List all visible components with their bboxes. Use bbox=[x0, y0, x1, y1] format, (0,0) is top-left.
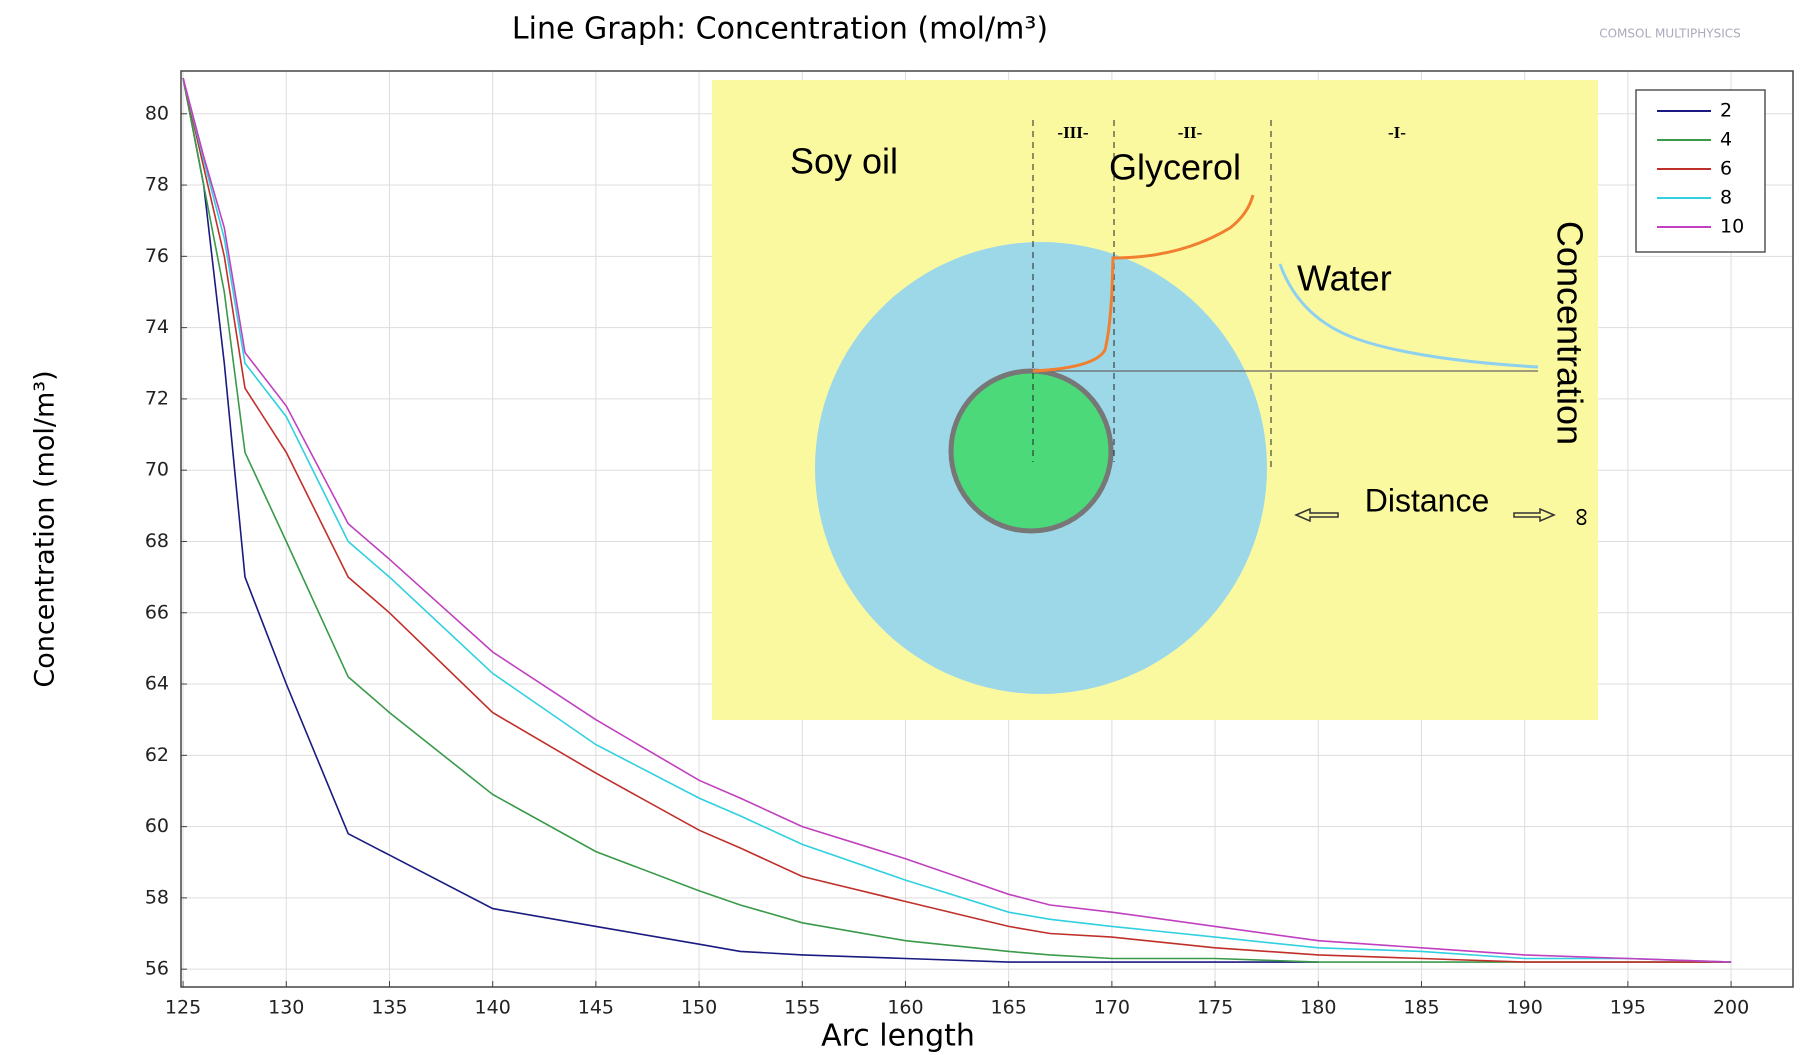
x-tick-label: 195 bbox=[1610, 997, 1646, 1019]
y-tick-label: 58 bbox=[145, 886, 169, 908]
y-tick-label: 78 bbox=[145, 174, 169, 196]
x-tick-label: 150 bbox=[681, 997, 717, 1019]
series-line bbox=[182, 77, 1732, 963]
x-tick-label: 155 bbox=[784, 997, 820, 1019]
legend-label: 2 bbox=[1720, 100, 1732, 122]
inset-label: ∞ bbox=[1568, 508, 1598, 527]
x-tick-label: 170 bbox=[1094, 997, 1130, 1019]
lines bbox=[182, 77, 1732, 963]
y-tick-label: 72 bbox=[145, 387, 169, 409]
y-tick-label: 56 bbox=[145, 958, 169, 980]
inset-diagram: Soy oil Glycerol Water Concentration Dis… bbox=[712, 80, 1598, 720]
core bbox=[948, 368, 1114, 534]
y-tick-label: 70 bbox=[145, 459, 169, 481]
y-tick-label: 74 bbox=[145, 316, 169, 338]
y-axis-label: Concentration (mol/m³) bbox=[30, 370, 61, 687]
x-tick-label: 160 bbox=[887, 997, 923, 1019]
arrow-right bbox=[1513, 507, 1556, 523]
series-line bbox=[182, 77, 1732, 963]
x-tick-label: 180 bbox=[1300, 997, 1336, 1019]
inset-label: Soy oil bbox=[790, 141, 898, 182]
legend: 2 4 6 8 10 bbox=[1635, 89, 1766, 253]
logo: COMSOL MULTIPHYSICS bbox=[1599, 27, 1741, 41]
y-tick-label: 62 bbox=[145, 744, 169, 766]
y-tick-label: 66 bbox=[145, 601, 169, 623]
x-tick-label: 175 bbox=[1197, 997, 1233, 1019]
inset-label: Distance bbox=[1365, 482, 1490, 518]
y-tick-label: 60 bbox=[145, 815, 169, 837]
plot-frame bbox=[180, 70, 1794, 988]
x-tick-label: 145 bbox=[578, 997, 614, 1019]
zone-label: -II- bbox=[1178, 123, 1203, 142]
glycerol-profile bbox=[1032, 194, 1255, 373]
legend-box bbox=[1635, 89, 1766, 253]
zone-label: -I- bbox=[1388, 123, 1406, 142]
legend-label: 8 bbox=[1720, 187, 1732, 209]
series-line bbox=[182, 77, 1732, 963]
zone-label: -III- bbox=[1057, 123, 1089, 142]
series-line bbox=[182, 77, 1732, 963]
x-axis-label: Arc length bbox=[821, 1019, 975, 1054]
inset-label: Glycerol bbox=[1109, 147, 1241, 188]
x-tick-label: 130 bbox=[268, 997, 304, 1019]
arrow-left bbox=[1294, 507, 1339, 523]
legend-label: 4 bbox=[1720, 129, 1732, 151]
legend-label: 6 bbox=[1720, 158, 1732, 180]
y-tick-label: 76 bbox=[145, 245, 169, 267]
x-tick-label: 125 bbox=[165, 997, 201, 1019]
series-line bbox=[182, 77, 1319, 963]
x-tick-label: 190 bbox=[1507, 997, 1543, 1019]
water-profile bbox=[1278, 263, 1539, 369]
x-tick-label: 165 bbox=[991, 997, 1027, 1019]
inset-label: Water bbox=[1297, 258, 1392, 299]
y-tick-label: 80 bbox=[145, 102, 169, 124]
x-tick-label: 185 bbox=[1403, 997, 1439, 1019]
x-tick-label: 135 bbox=[371, 997, 407, 1019]
y-tick-label: 68 bbox=[145, 530, 169, 552]
x-tick-label: 200 bbox=[1713, 997, 1749, 1019]
legend-label: 10 bbox=[1720, 216, 1744, 238]
x-tick-label: 140 bbox=[475, 997, 511, 1019]
y-tick-label: 64 bbox=[145, 673, 169, 695]
chart-title: Line Graph: Concentration (mol/m³) bbox=[512, 12, 1048, 47]
inset-label: Concentration bbox=[1549, 221, 1590, 445]
